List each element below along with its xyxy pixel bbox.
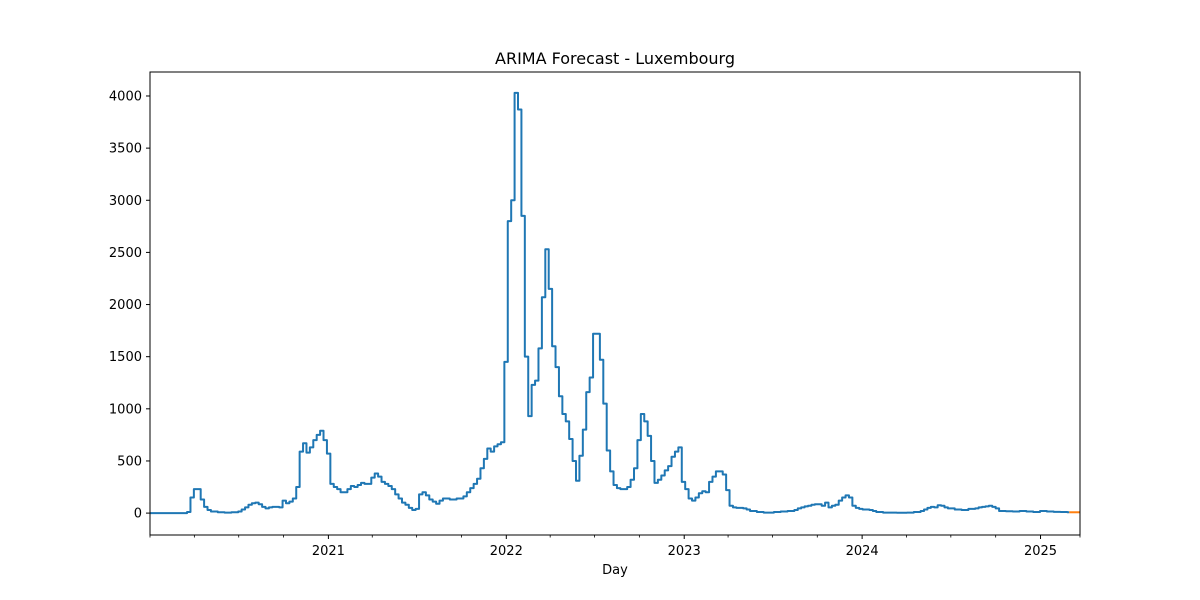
y-tick-label: 1500 (109, 350, 142, 365)
series-layer (150, 91, 1080, 515)
y-tick-label: 2500 (109, 246, 142, 261)
y-tick-label: 2000 (109, 298, 142, 313)
x-tick-label: 2021 (312, 544, 345, 559)
y-tick-label: 4000 (109, 89, 142, 104)
chart-title: ARIMA Forecast - Luxembourg (495, 49, 735, 68)
plot-frame (149, 71, 1081, 536)
y-tick-label: 3000 (109, 194, 142, 209)
x-axis: 2021 2022 2023 2024 2025 (149, 535, 1081, 559)
y-tick-label: 3500 (109, 142, 142, 157)
x-tick-label: 2022 (490, 544, 523, 559)
y-tick-label: 0 (134, 507, 142, 522)
y-tick-label: 1000 (109, 402, 142, 417)
x-axis-label: Day (602, 563, 628, 578)
y-axis: 0 500 1000 1500 2000 2500 3000 3500 4000 (109, 89, 150, 522)
x-tick-label: 2025 (1024, 544, 1057, 559)
x-tick-label: 2023 (668, 544, 701, 559)
x-tick-label: 2024 (846, 544, 879, 559)
series-line-1 (150, 91, 1070, 515)
y-tick-label: 500 (117, 454, 142, 469)
